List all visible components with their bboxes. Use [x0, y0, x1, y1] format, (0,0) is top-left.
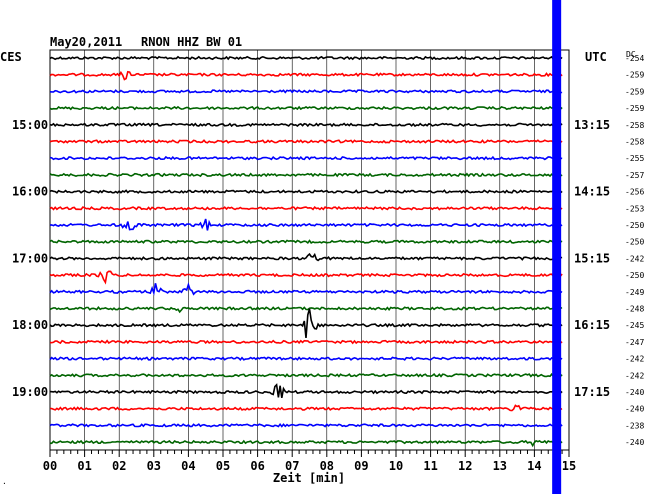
dc-offset-label: -253 — [625, 204, 644, 213]
right-time-label: 16:15 — [574, 318, 610, 332]
dc-offset-label: -259 — [625, 71, 644, 80]
seismogram-trace — [49, 55, 563, 61]
dc-offset-label: -248 — [625, 305, 644, 314]
dc-offset-label: -240 — [625, 405, 644, 414]
dc-offset-label: -242 — [625, 254, 644, 263]
seismogram-trace — [49, 439, 563, 448]
x-tick-label: 10 — [389, 459, 403, 473]
x-tick-label: 08 — [320, 459, 334, 473]
header-date: May20,2011 — [50, 35, 122, 49]
seismogram-trace — [49, 282, 563, 296]
header-station: RNON HHZ BW 01 — [141, 35, 242, 49]
x-tick-label: 03 — [147, 459, 161, 473]
dc-offset-label: -240 — [625, 438, 644, 447]
x-tick-label: 11 — [423, 459, 437, 473]
left-time-label: 18:00 — [12, 318, 48, 332]
seismogram-trace — [49, 155, 563, 161]
right-axis-label: UTC — [585, 50, 607, 64]
seismogram-trace — [49, 372, 563, 378]
x-tick-label: 02 — [112, 459, 126, 473]
seismogram-trace — [49, 356, 563, 361]
dc-offset-label: -258 — [625, 138, 644, 147]
x-tick-label: 04 — [181, 459, 195, 473]
seismogram-trace — [49, 172, 563, 178]
seismogram-trace — [49, 422, 563, 428]
seismogram-trace — [49, 205, 563, 211]
seismogram-trace — [49, 383, 563, 399]
seismogram-trace — [49, 189, 563, 194]
x-tick-label: 00 — [43, 459, 57, 473]
seismogram-trace — [49, 404, 563, 412]
dc-offset-label: -249 — [625, 288, 644, 297]
dc-offset-label: -258 — [625, 121, 644, 130]
dc-offset-label: -242 — [625, 355, 644, 364]
seismogram-trace — [49, 139, 563, 144]
dc-label: DC — [626, 50, 636, 59]
plot-frame — [49, 49, 570, 451]
dc-offset-label: -245 — [625, 321, 644, 330]
left-time-label: 17:00 — [12, 251, 48, 265]
seismogram-trace — [49, 306, 563, 314]
left-time-label: 16:00 — [12, 185, 48, 199]
seismogram-trace — [49, 270, 563, 285]
seismogram-trace — [49, 122, 563, 128]
x-tick-label: 09 — [354, 459, 368, 473]
seismogram-trace — [49, 252, 563, 262]
dc-offset-label: -240 — [625, 388, 644, 397]
left-axis-label: CES — [0, 50, 22, 64]
seismogram-trace — [49, 89, 563, 94]
seismogram-trace — [49, 70, 563, 81]
dc-offset-label: -242 — [625, 371, 644, 380]
seismogram-trace — [49, 105, 563, 111]
seismogram-trace — [49, 308, 563, 338]
dc-offset-label: -254 — [625, 54, 644, 63]
left-time-label: 19:00 — [12, 385, 48, 399]
current-time-marker — [552, 0, 562, 494]
seismogram-trace — [49, 239, 563, 245]
corner-mark: · — [2, 479, 7, 488]
x-tick-label: 07 — [285, 459, 299, 473]
x-tick-label: 06 — [250, 459, 264, 473]
x-tick-label: 15 — [562, 459, 576, 473]
x-tick-label: 14 — [527, 459, 541, 473]
left-time-label: 15:00 — [12, 118, 48, 132]
dc-offset-label: -255 — [625, 154, 644, 163]
dc-offset-label: -259 — [625, 104, 644, 113]
dc-offset-label: -238 — [625, 421, 644, 430]
dc-offset-label: -256 — [625, 188, 644, 197]
x-tick-label: 13 — [493, 459, 507, 473]
x-axis-title: Zeit [min] — [273, 471, 345, 485]
dc-offset-label: -259 — [625, 87, 644, 96]
dc-offset-label: -257 — [625, 171, 644, 180]
right-time-label: 13:15 — [574, 118, 610, 132]
x-tick-label: 01 — [77, 459, 91, 473]
x-tick-label: 05 — [216, 459, 230, 473]
right-time-label: 14:15 — [574, 185, 610, 199]
seismogram-trace — [49, 339, 563, 345]
right-time-label: 17:15 — [574, 385, 610, 399]
x-tick-label: 12 — [458, 459, 472, 473]
right-time-label: 15:15 — [574, 251, 610, 265]
dc-offset-label: -250 — [625, 238, 644, 247]
dc-offset-label: -250 — [625, 271, 644, 280]
dc-offset-label: -247 — [625, 338, 644, 347]
seismogram-trace — [49, 218, 563, 231]
dc-offset-label: -250 — [625, 221, 644, 230]
